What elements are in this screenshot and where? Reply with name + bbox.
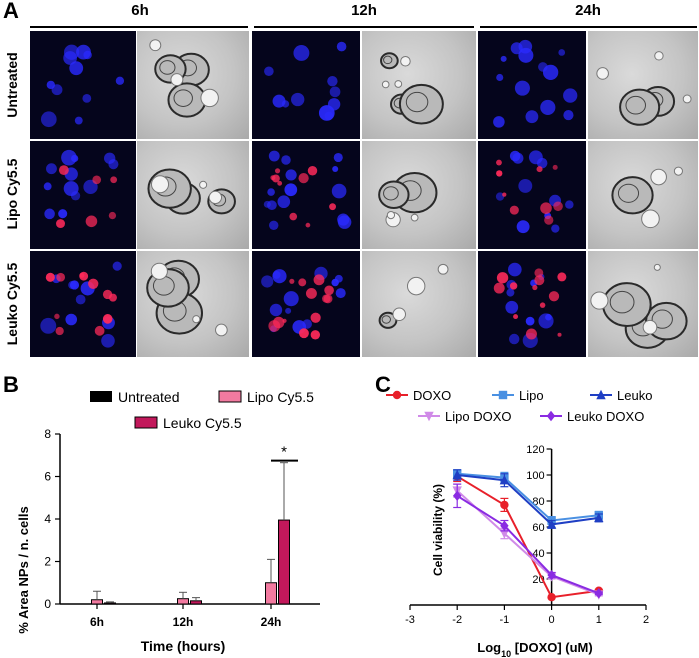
micrograph-leuko-6h-brightfield: [137, 251, 249, 357]
legend-label-lipo-doxo: Lipo DOXO: [445, 409, 511, 424]
dose-y-tick-label: 60: [532, 522, 544, 534]
micrograph-lipo-12h-brightfield: [362, 141, 476, 249]
micrograph-lipo-24h-brightfield: [588, 141, 698, 249]
legend-label-leuko: Leuko: [617, 388, 652, 403]
point-doxo: [500, 500, 509, 510]
bar-y-tick-label: 6: [44, 470, 51, 484]
dose-x-tick-label: -1: [500, 614, 510, 626]
bar-leuko-cy5-5-6h: [104, 602, 116, 605]
point-lipo-doxo: [499, 529, 510, 539]
bar-plot-area: 0 2 4 6 8 6h 12h 24h *: [44, 427, 320, 629]
legend-label-doxo: DOXO: [413, 388, 451, 403]
bar-lipo-cy5-5-24h: [265, 582, 277, 605]
dose-xlabel-main: Log10 [DOXO] (uM): [477, 640, 592, 658]
micrograph-untreated-12h-fluorescence: [252, 31, 360, 139]
time-header-24h: 24h: [575, 2, 601, 19]
legend-label-untreated: Untreated: [118, 389, 179, 405]
panel-b-letter: B: [3, 372, 19, 397]
dose-x-tick-label: 1: [596, 614, 602, 626]
series-line-doxo: [456, 475, 599, 599]
legend-label-leuko: Leuko Cy5.5: [163, 415, 242, 431]
dose-x-tick-label: 2: [643, 614, 649, 626]
panel-c-letter: C: [375, 372, 391, 397]
dose-y-tick-label: 100: [526, 470, 544, 482]
significance-star: *: [281, 444, 287, 461]
legend-swatch-lipo: [218, 390, 242, 403]
bar-ylabel: % Area NPs / n. cells: [16, 506, 31, 633]
legend-marker-lipo: [498, 390, 508, 400]
series-line-lipo-doxo: [456, 489, 600, 596]
legend-marker-doxo: [392, 390, 402, 400]
micrograph-lipo-6h-fluorescence: [30, 141, 136, 249]
time-bracket-24h: [480, 26, 697, 28]
micrograph-untreated-6h-brightfield: [137, 31, 249, 139]
legend-label-lipo: Lipo: [519, 388, 544, 403]
legend-swatch-untreated: [90, 391, 112, 402]
bar-y-tick-label: 8: [44, 427, 51, 441]
dose-ylabel: Cell viability (%): [431, 484, 445, 576]
bar-y-tick-label: 0: [44, 597, 51, 611]
micrograph-untreated-6h-fluorescence: [30, 31, 136, 139]
micrograph-untreated-24h-brightfield: [588, 31, 698, 139]
dose-x-tick-label: -2: [452, 614, 462, 626]
point-leuko: [546, 519, 557, 529]
micrograph-leuko-12h-brightfield: [362, 251, 476, 357]
bar-lipo-cy5-5-12h: [177, 598, 189, 605]
dose-y-tick-label: 80: [532, 496, 544, 508]
row-label-leuko: Leuko Cy5.5: [4, 262, 20, 346]
bar-leuko-cy5-5-12h: [190, 600, 202, 605]
bar-leuko-cy5-5-24h: [278, 519, 290, 605]
legend-label-lipo: Lipo Cy5.5: [247, 389, 314, 405]
bar-chart: Untreated Lipo Cy5.5 Leuko Cy5.5 % Area …: [16, 389, 320, 654]
series-line-leuko: [457, 474, 599, 526]
bar-xlabel: Time (hours): [141, 638, 226, 654]
legend-marker-leuko: [596, 389, 606, 400]
row-label-lipo: Lipo Cy5.5: [4, 158, 20, 230]
bar-x-tick-label: 24h: [261, 615, 282, 629]
micrograph-leuko-12h-fluorescence: [252, 251, 360, 357]
dose-legend: DOXO Lipo Leuko Lipo DOXO Leuko DOXO: [386, 388, 652, 424]
point-leuko: [594, 512, 604, 523]
micrograph-leuko-24h-brightfield: [588, 251, 698, 357]
series-line-leuko-doxo: [456, 494, 600, 595]
row-label-untreated: Untreated: [4, 52, 20, 118]
point-leuko: [499, 475, 510, 485]
micrograph-leuko-24h-fluorescence: [478, 251, 586, 357]
point-leuko-doxo: [453, 490, 462, 501]
micrograph-lipo-12h-fluorescence: [252, 141, 360, 249]
series-line-lipo: [457, 472, 599, 522]
panel-a-letter: A: [3, 0, 19, 23]
time-bracket-6h: [30, 26, 248, 28]
micrograph-untreated-24h-fluorescence: [478, 31, 586, 139]
point-leuko: [452, 469, 462, 480]
micrograph-lipo-24h-fluorescence: [478, 141, 586, 249]
bar-lipo-cy5-5-6h: [91, 599, 103, 605]
dose-response-chart: DOXO Lipo Leuko Lipo DOXO Leuko DOXO Cell vi…: [386, 388, 652, 658]
legend-marker-lipo-doxo: [424, 411, 434, 422]
bar-y-tick-label: 4: [44, 512, 51, 526]
bar-y-tick-label: 2: [44, 555, 51, 569]
point-doxo: [547, 593, 556, 602]
bar-x-tick-label: 12h: [173, 615, 194, 629]
dose-x-tick-label: 0: [549, 614, 555, 626]
legend-swatch-leuko: [134, 416, 158, 429]
dose-y-tick-label: 120: [526, 444, 544, 456]
micrograph-lipo-6h-brightfield: [137, 141, 249, 249]
time-header-12h: 12h: [351, 2, 377, 19]
time-header-6h: 6h: [131, 2, 149, 19]
dose-x-tick-label: -3: [405, 614, 415, 626]
micrograph-untreated-12h-brightfield: [362, 31, 476, 139]
legend-marker-leuko-doxo: [546, 410, 556, 422]
micrograph-leuko-6h-fluorescence: [30, 251, 136, 357]
time-bracket-12h: [254, 26, 474, 28]
legend-label-leuko-doxo: Leuko DOXO: [567, 409, 644, 424]
bar-x-tick-label: 6h: [90, 615, 104, 629]
